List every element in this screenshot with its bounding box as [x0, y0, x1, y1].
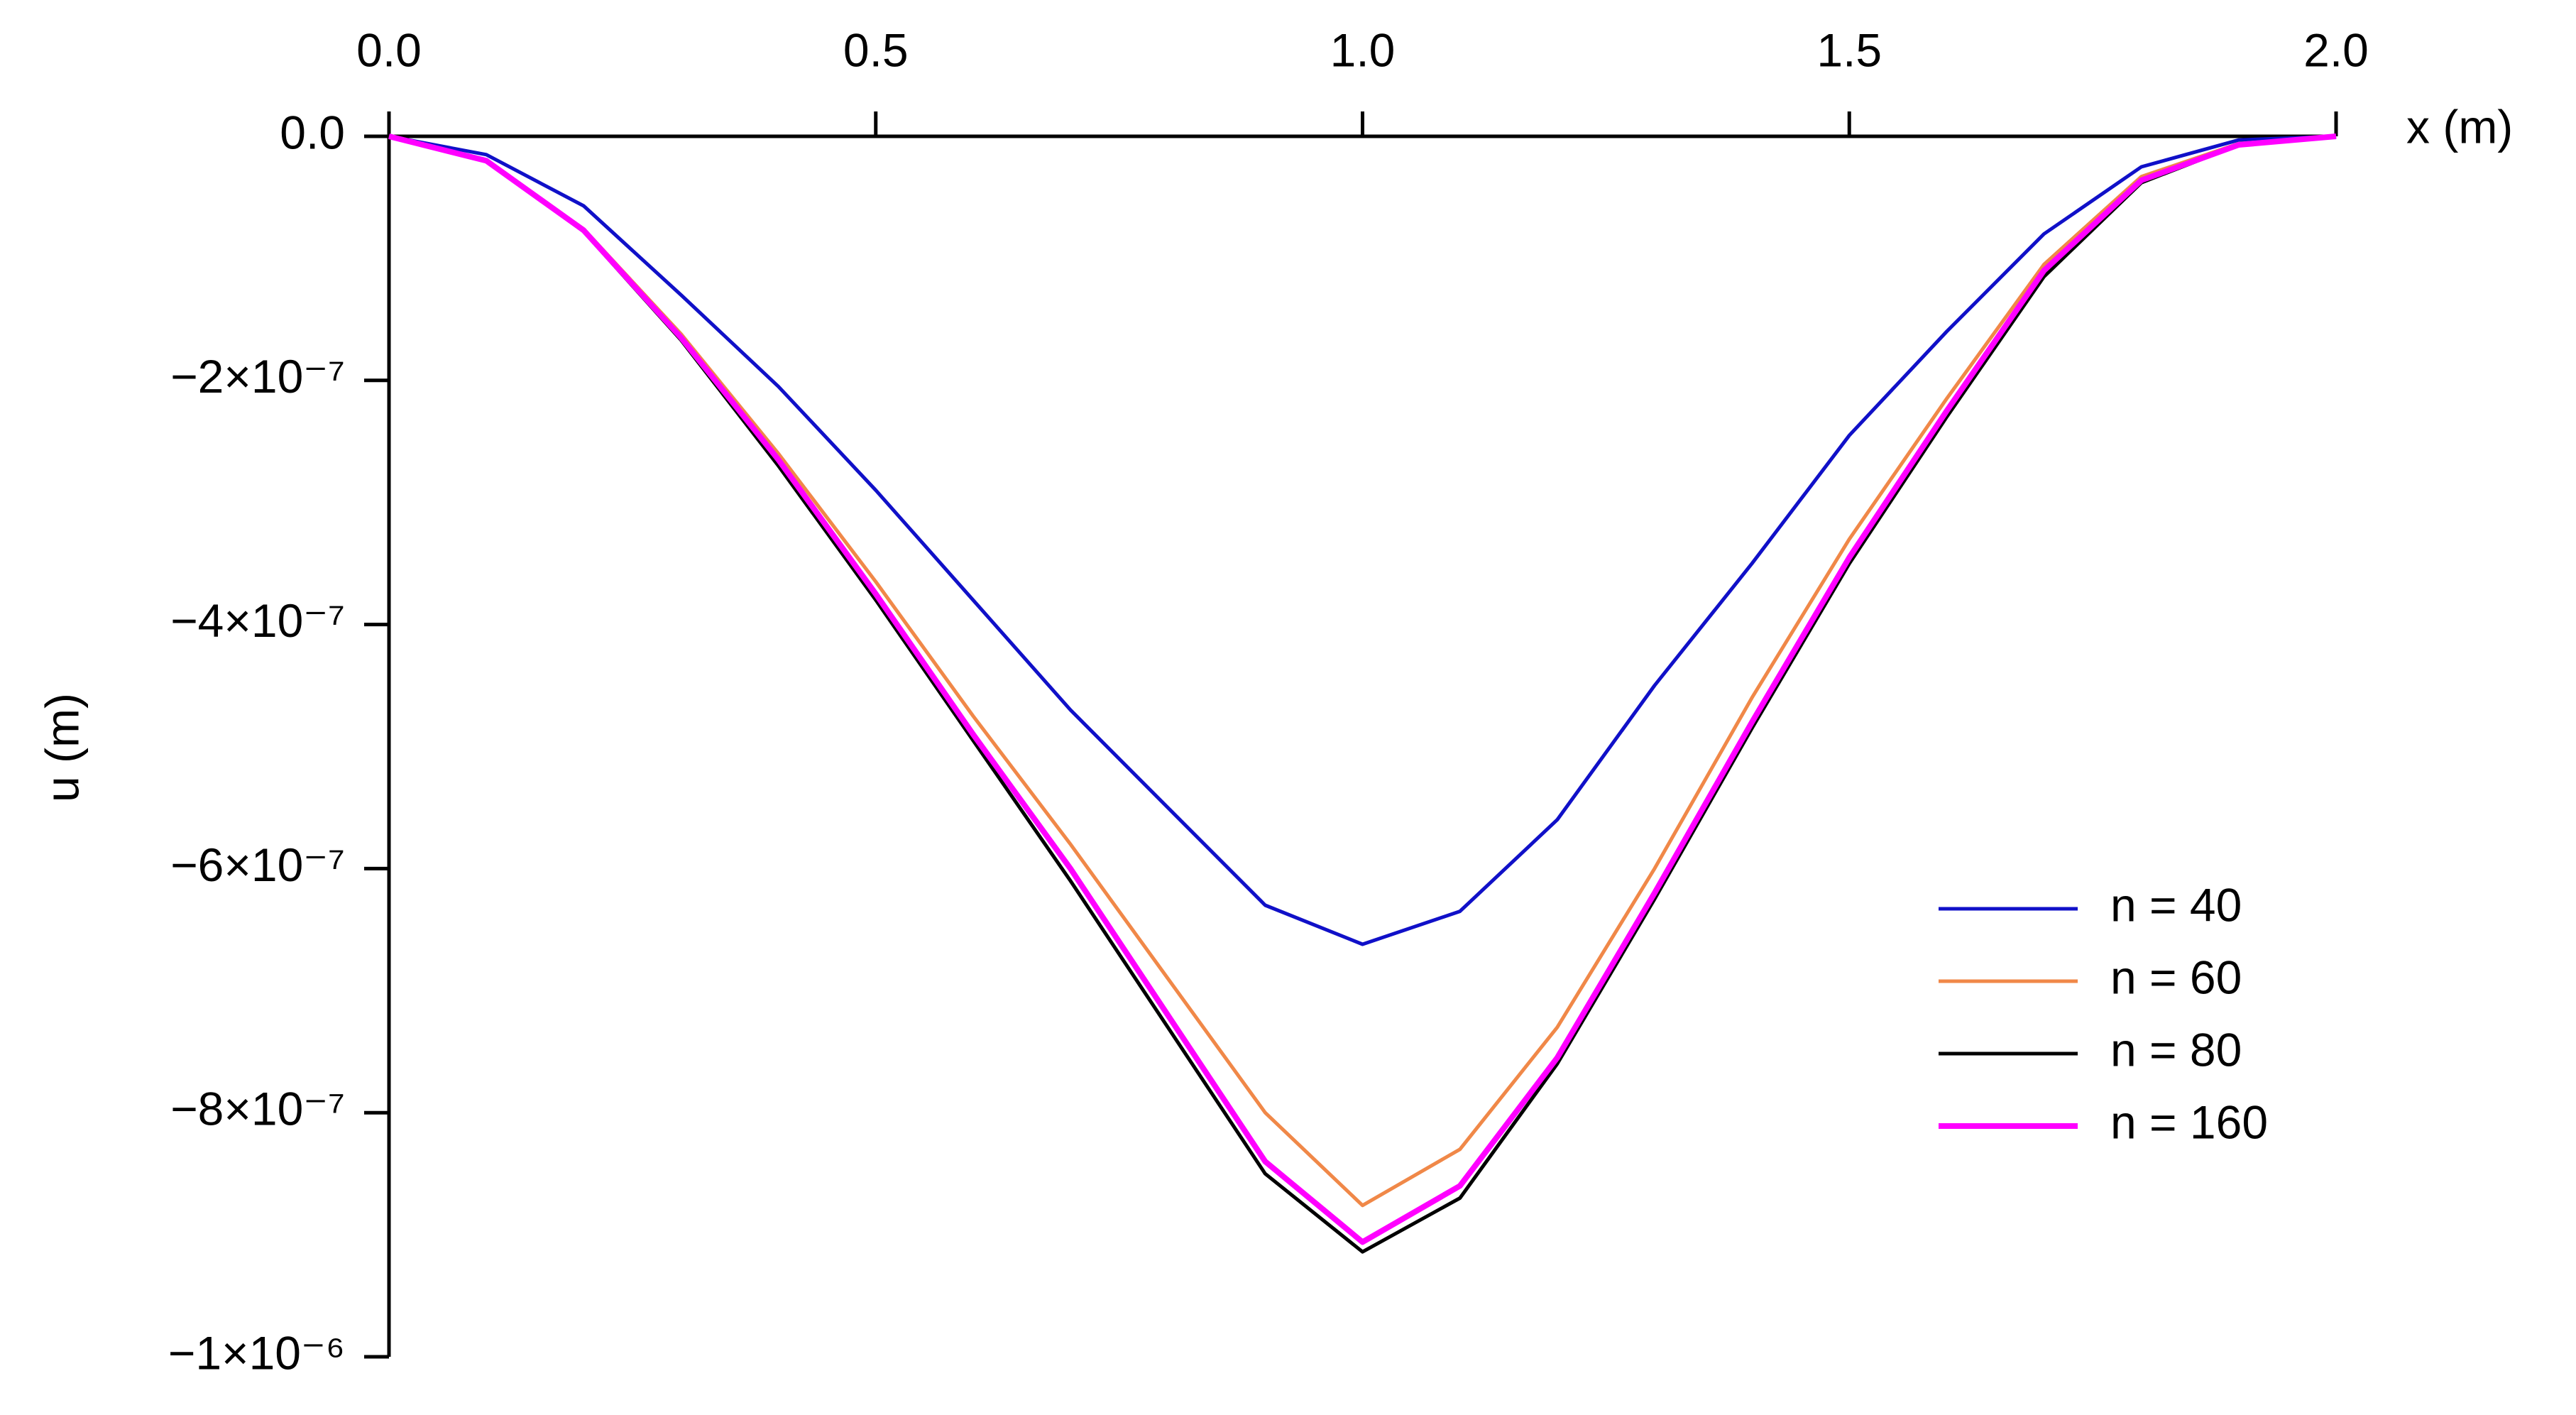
x-tick-label: 2.0: [2303, 23, 2369, 76]
x-tick-label: 1.5: [1816, 23, 1882, 76]
series-line: [388, 134, 2337, 1254]
legend-label: n = 40: [2110, 878, 2242, 931]
y-tick-label: −2×10⁻⁷: [170, 350, 345, 403]
legend-label: n = 60: [2110, 951, 2242, 1003]
x-axis-label: x (m): [2406, 100, 2513, 153]
x-tick-label: 1.0: [1330, 23, 1396, 76]
y-tick-label: −6×10⁻⁷: [170, 838, 345, 891]
legend-label: n = 160: [2110, 1096, 2268, 1148]
series-line: [388, 133, 2337, 1245]
y-tick-label: −1×10⁻⁶: [168, 1326, 345, 1379]
x-tick-label: 0.5: [843, 23, 909, 76]
x-tick-label: 0.0: [356, 23, 422, 76]
y-tick-label: −8×10⁻⁷: [170, 1083, 345, 1135]
y-tick-label: −4×10⁻⁷: [170, 594, 345, 647]
series-line: [388, 134, 2337, 946]
legend-label: n = 80: [2110, 1023, 2242, 1076]
y-axis-label: u (m): [35, 693, 88, 802]
y-tick-label: 0.0: [280, 106, 345, 158]
